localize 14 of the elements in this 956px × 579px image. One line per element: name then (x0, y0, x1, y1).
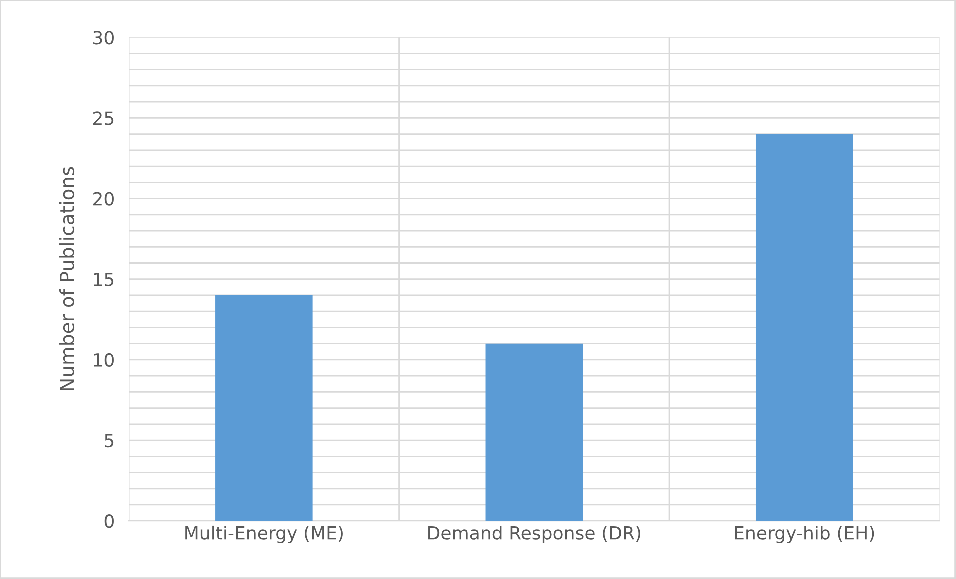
y-tick-label: 10 (94, 353, 114, 368)
y-tick-label: 5 (105, 434, 114, 448)
y-axis-title: Number of Publications (59, 167, 75, 390)
bar (486, 344, 584, 522)
bar (756, 134, 854, 522)
bar (216, 295, 313, 522)
x-tick-label: Multi-Energy (ME) (186, 526, 343, 544)
y-tick-label: 25 (94, 112, 114, 126)
y-tick-label: 20 (94, 192, 114, 206)
y-tick-label: 30 (94, 31, 114, 45)
y-tick-label: 15 (94, 273, 114, 286)
x-tick-label: Demand Response (DR) (428, 526, 640, 544)
x-tick-label: Energy-hib (EH) (735, 526, 874, 544)
y-tick-label: 0 (104, 514, 114, 528)
